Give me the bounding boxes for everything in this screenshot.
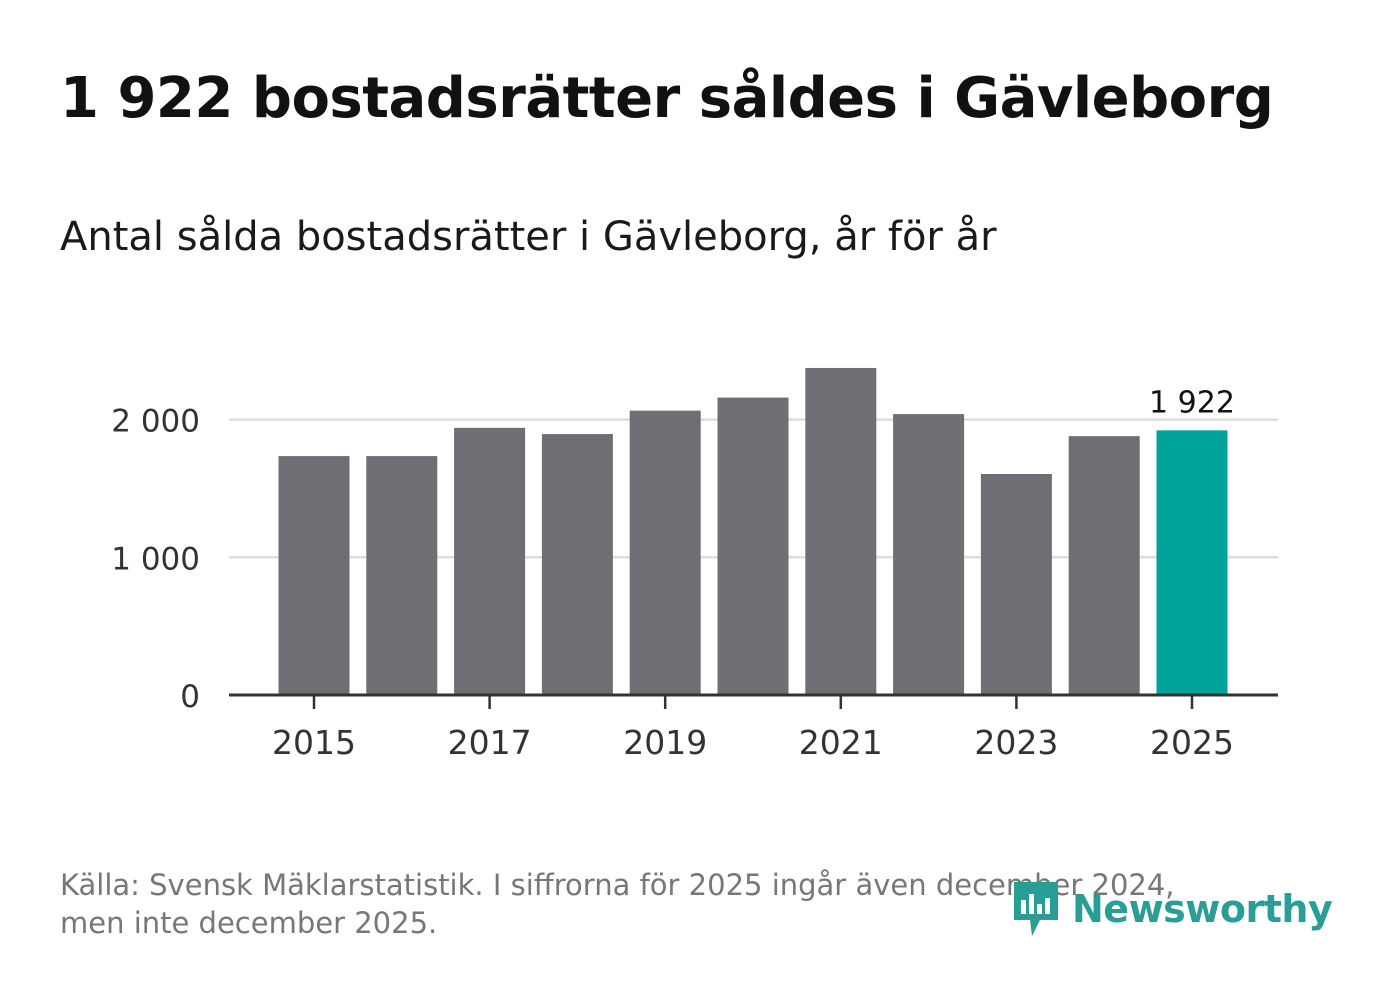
newsworthy-logo: Newsworthy (1010, 878, 1333, 940)
bar-2019 (629, 410, 701, 695)
x-tick-label: 2025 (1150, 723, 1234, 762)
bar-2020 (717, 397, 789, 695)
bar-2023 (980, 473, 1052, 695)
newsworthy-logo-icon (1014, 882, 1058, 936)
x-tick-label: 2019 (623, 723, 707, 762)
bar-2017 (454, 427, 526, 695)
chart-title: 1 922 bostadsrätter såldes i Gävleborg (60, 66, 1274, 131)
y-tick-label: 1 000 (111, 541, 200, 577)
source-note: Källa: Svensk Mäklarstatistik. I siffror… (60, 866, 1260, 942)
bar-2015 (278, 456, 350, 695)
y-tick-label: 2 000 (111, 404, 200, 440)
logo-text: Newsworthy (1072, 887, 1333, 931)
x-tick-label: 2015 (272, 723, 356, 762)
bar-2016 (366, 456, 438, 695)
source-line-1: Källa: Svensk Mäklarstatistik. I siffror… (60, 868, 1175, 902)
source-line-2: men inte december 2025. (60, 906, 438, 940)
bar-2018 (541, 434, 613, 695)
bar-2024 (1068, 436, 1140, 695)
x-tick-label: 2023 (974, 723, 1058, 762)
bar-2025 (1156, 430, 1228, 695)
bar-2022 (893, 414, 965, 695)
x-tick-label: 2017 (448, 723, 532, 762)
x-tick-label: 2021 (799, 723, 883, 762)
bar-2021 (805, 367, 877, 695)
value-label: 1 922 (1149, 385, 1235, 420)
chart-subtitle: Antal sålda bostadsrätter i Gävleborg, å… (60, 214, 997, 260)
y-tick-label: 0 (180, 679, 200, 715)
